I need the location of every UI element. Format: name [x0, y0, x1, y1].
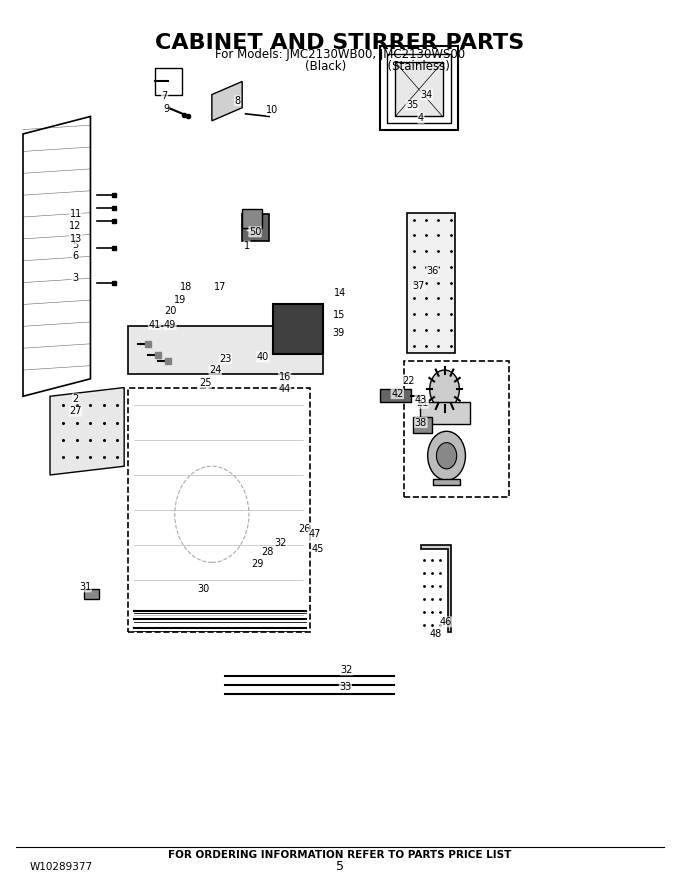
Text: 21: 21 [416, 399, 428, 408]
Polygon shape [212, 82, 242, 121]
Text: 26: 26 [298, 524, 311, 534]
Text: 2: 2 [73, 394, 79, 404]
Text: 40: 40 [256, 352, 269, 362]
Text: 11: 11 [69, 209, 82, 219]
Text: 4: 4 [418, 114, 424, 123]
Text: 22: 22 [403, 376, 415, 385]
Bar [128, 326, 323, 374]
Text: (Black)           (Stainless): (Black) (Stainless) [230, 60, 450, 73]
Text: 50: 50 [249, 227, 261, 237]
Text: 30: 30 [198, 583, 210, 594]
Bar [395, 62, 443, 116]
Text: 32: 32 [275, 539, 287, 548]
Polygon shape [23, 116, 90, 396]
Text: 14: 14 [334, 288, 346, 298]
Text: 44: 44 [279, 385, 291, 394]
Text: 20: 20 [164, 305, 176, 316]
Bar [128, 387, 309, 633]
Text: 34: 34 [420, 90, 432, 99]
Text: 37: 37 [413, 281, 425, 291]
Bar [84, 589, 99, 599]
Text: 15: 15 [333, 310, 345, 320]
Polygon shape [421, 545, 452, 633]
Text: 6: 6 [72, 252, 78, 261]
Text: 16: 16 [279, 372, 291, 382]
Text: 47: 47 [308, 530, 320, 539]
Bar [381, 47, 458, 129]
Text: 42: 42 [391, 389, 403, 399]
Text: 24: 24 [209, 365, 222, 375]
Text: 32: 32 [341, 665, 353, 675]
Bar [273, 304, 323, 355]
Text: 9: 9 [163, 105, 169, 114]
Text: CABINET AND STIRRER PARTS: CABINET AND STIRRER PARTS [155, 33, 525, 54]
Text: 28: 28 [262, 547, 274, 557]
Text: 35: 35 [406, 100, 418, 110]
Text: 23: 23 [219, 354, 231, 363]
Text: 17: 17 [214, 282, 226, 292]
Text: For Models: JMC2130WB00, JMC2130WS00: For Models: JMC2130WB00, JMC2130WS00 [215, 48, 465, 62]
Text: 13: 13 [69, 234, 82, 244]
Text: 5: 5 [72, 240, 78, 250]
Text: 33: 33 [339, 682, 352, 692]
Bar [154, 69, 182, 94]
Text: 10: 10 [267, 106, 279, 115]
Text: 43: 43 [415, 395, 427, 405]
Text: 12: 12 [69, 221, 82, 231]
Bar [413, 417, 432, 433]
Bar [420, 402, 470, 424]
Polygon shape [433, 480, 460, 486]
Circle shape [428, 431, 465, 480]
Text: W10289377: W10289377 [30, 862, 93, 872]
Text: 45: 45 [311, 545, 324, 554]
Text: 31: 31 [79, 582, 91, 592]
Text: 36: 36 [426, 267, 439, 276]
Text: 3: 3 [72, 273, 78, 283]
Text: 5: 5 [336, 861, 344, 873]
Text: 27: 27 [69, 407, 82, 416]
Polygon shape [50, 387, 124, 475]
Text: 46: 46 [440, 617, 452, 627]
Bar [387, 55, 452, 122]
Text: 7: 7 [162, 92, 168, 101]
Text: 38: 38 [415, 417, 427, 428]
Text: 19: 19 [174, 295, 186, 305]
Bar [381, 389, 411, 402]
Text: 1: 1 [244, 241, 250, 251]
Polygon shape [407, 213, 455, 353]
Text: 49: 49 [164, 319, 176, 330]
Text: 29: 29 [252, 559, 264, 569]
Text: 48: 48 [430, 629, 442, 639]
Bar [404, 362, 509, 497]
Bar [242, 215, 269, 240]
Text: 39: 39 [332, 328, 344, 338]
Text: 41: 41 [148, 319, 160, 330]
Text: 8: 8 [235, 96, 241, 106]
Text: 25: 25 [199, 378, 211, 388]
Text: 18: 18 [180, 282, 192, 292]
Circle shape [437, 443, 457, 469]
Bar [242, 209, 262, 229]
Text: FOR ORDERING INFORMATION REFER TO PARTS PRICE LIST: FOR ORDERING INFORMATION REFER TO PARTS … [169, 850, 511, 861]
Circle shape [430, 370, 460, 408]
